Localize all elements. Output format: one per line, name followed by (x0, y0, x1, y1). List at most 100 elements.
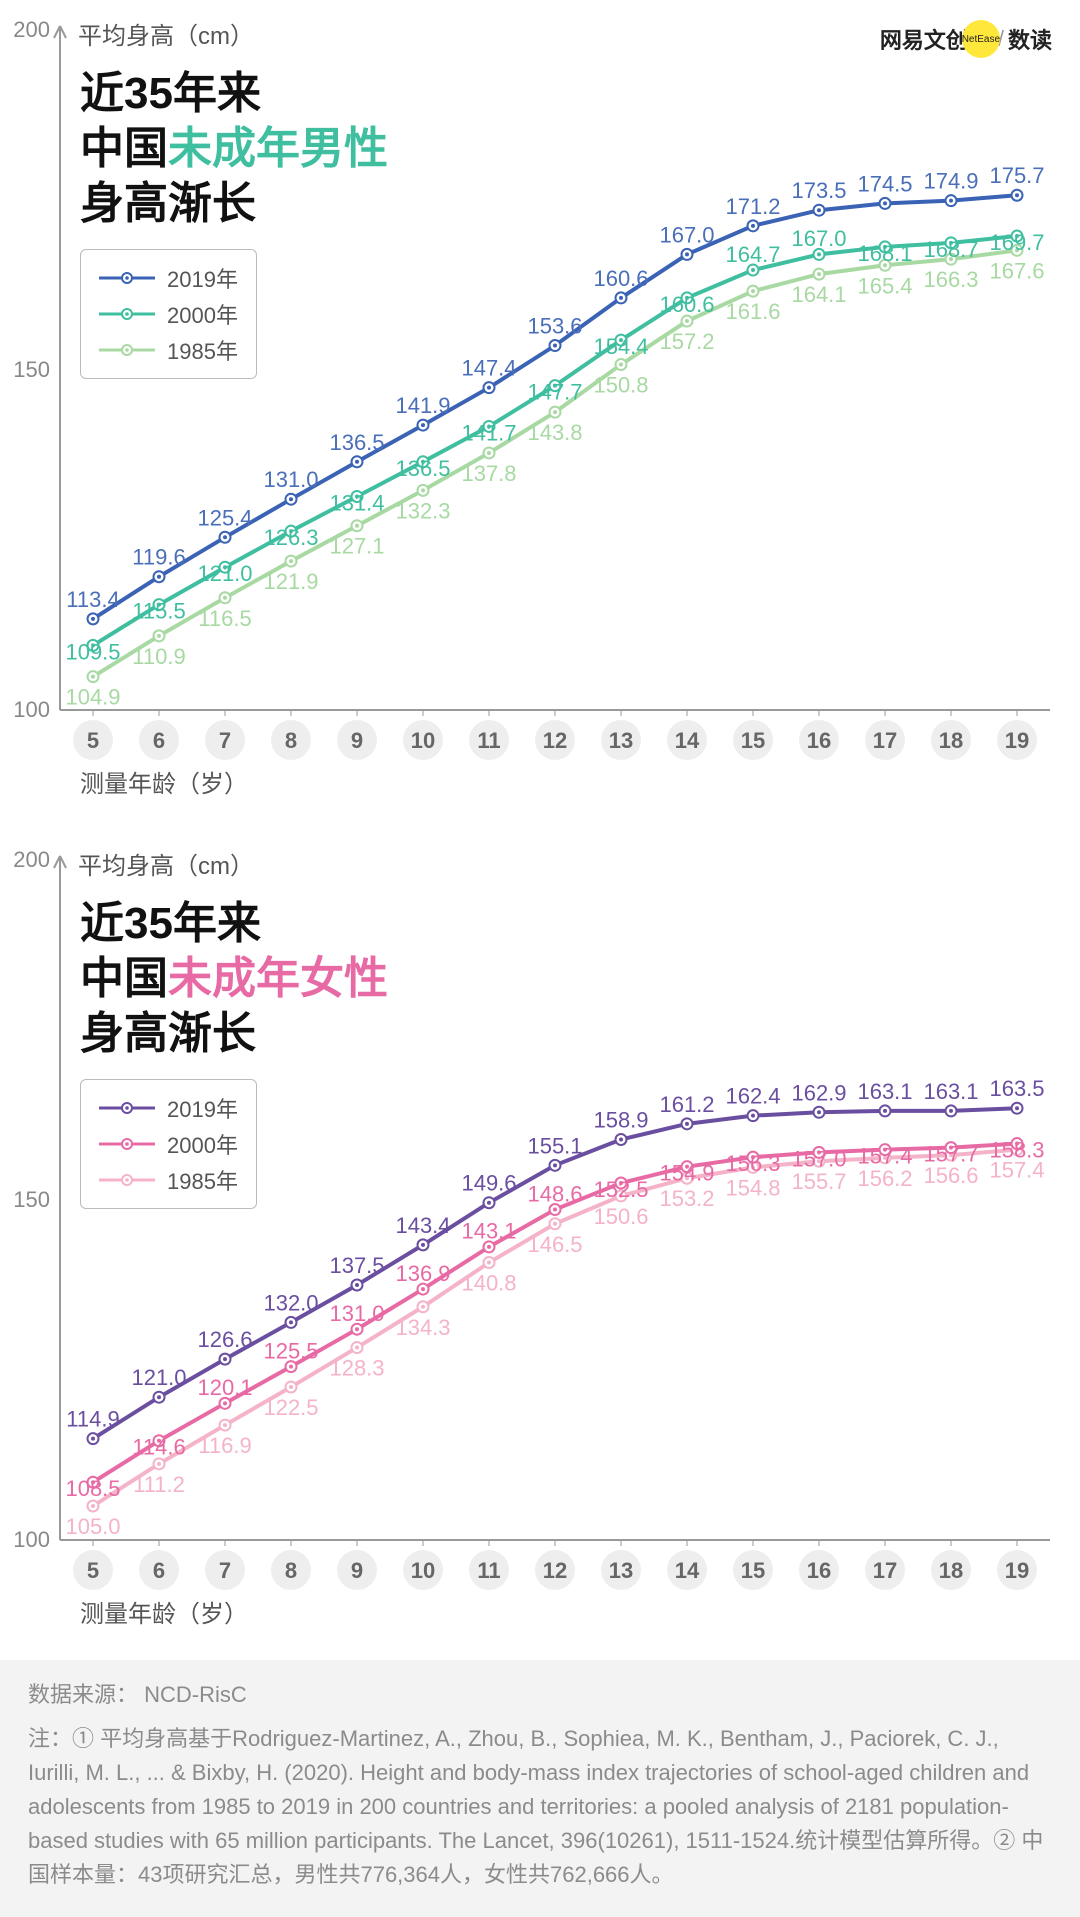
value-label: 136.5 (329, 430, 384, 455)
value-label: 121.0 (197, 561, 252, 586)
value-label: 168.7 (923, 237, 978, 262)
legend-swatch (99, 1137, 155, 1151)
title-line3: 身高渐长 (80, 1006, 388, 1061)
value-label: 132.0 (263, 1290, 318, 1315)
value-label: 131.4 (329, 490, 384, 515)
value-label: 141.9 (395, 393, 450, 418)
value-label: 137.5 (329, 1253, 384, 1278)
legend-item: 1985年 (99, 334, 238, 366)
value-label: 143.1 (461, 1219, 516, 1244)
value-label: 146.5 (527, 1232, 582, 1257)
value-label: 153.2 (659, 1186, 714, 1211)
legend-label: 2019年 (167, 1092, 238, 1124)
footnote-text: 注：① 平均身高基于Rodriguez-Martinez, A., Zhou, … (28, 1722, 1052, 1892)
y-axis-label: 平均身高（cm） (78, 23, 254, 50)
chart-title: 近35年来中国未成年男性身高渐长 (80, 66, 388, 231)
value-label: 164.1 (791, 282, 846, 307)
value-label: 166.3 (923, 267, 978, 292)
value-label: 111.2 (133, 1472, 185, 1497)
value-label: 154.9 (659, 1161, 714, 1186)
value-label: 131.0 (263, 467, 318, 492)
x-tick-label: 19 (1005, 728, 1029, 753)
x-tick-label: 17 (873, 1558, 897, 1583)
value-label: 143.4 (395, 1213, 450, 1238)
value-label: 136.9 (395, 1261, 450, 1286)
legend-label: 2000年 (167, 1128, 238, 1160)
value-label: 137.8 (461, 461, 516, 486)
value-label: 104.9 (65, 685, 120, 710)
value-label: 122.5 (263, 1395, 318, 1420)
legend-item: 2000年 (99, 298, 238, 330)
value-label: 141.7 (461, 420, 516, 445)
value-label: 175.7 (989, 163, 1044, 188)
x-axis-label: 测量年龄（岁） (80, 771, 248, 798)
value-label: 127.1 (329, 534, 384, 559)
value-label: 157.4 (989, 1158, 1044, 1183)
x-tick-label: 10 (411, 1558, 435, 1583)
x-tick-label: 17 (873, 728, 897, 753)
legend-label: 1985年 (167, 334, 238, 366)
value-label: 168.1 (857, 241, 912, 266)
value-label: 153.6 (527, 314, 582, 339)
x-tick-label: 18 (939, 1558, 963, 1583)
title-line1: 近35年来 (80, 896, 388, 951)
legend-swatch (99, 307, 155, 321)
value-label: 163.1 (923, 1079, 978, 1104)
value-label: 147.4 (461, 356, 516, 381)
value-label: 155.1 (527, 1133, 582, 1158)
x-tick-label: 7 (219, 1558, 231, 1583)
value-label: 173.5 (791, 178, 846, 203)
value-label: 136.5 (395, 456, 450, 481)
source-value: NCD-RisC (144, 1682, 247, 1707)
y-tick-label: 100 (13, 1527, 50, 1552)
value-label: 152.5 (593, 1177, 648, 1202)
value-label: 121.0 (131, 1365, 186, 1390)
value-label: 167.0 (791, 226, 846, 251)
legend-label: 1985年 (167, 1164, 238, 1196)
brand-logo: 网易文创 NetEase / 数读 (880, 20, 1052, 58)
legend-swatch (99, 1173, 155, 1187)
value-label: 154.4 (593, 334, 648, 359)
value-label: 157.0 (791, 1146, 846, 1171)
x-tick-label: 10 (411, 728, 435, 753)
value-label: 155.7 (791, 1169, 846, 1194)
value-label: 167.0 (659, 222, 714, 247)
value-label: 162.4 (725, 1084, 780, 1109)
value-label: 108.5 (65, 1476, 120, 1501)
value-label: 157.2 (659, 329, 714, 354)
value-label: 160.6 (593, 266, 648, 291)
value-label: 119.6 (132, 545, 185, 570)
value-label: 150.6 (593, 1204, 648, 1229)
value-label: 114.6 (132, 1435, 185, 1460)
value-label: 165.4 (857, 273, 912, 298)
brand-dot: NetEase (962, 20, 1000, 58)
x-tick-label: 11 (477, 728, 500, 753)
female-chart: 100150200平均身高（cm）56789101112131415161718… (0, 830, 1080, 1660)
x-axis-label: 测量年龄（岁） (80, 1601, 248, 1628)
male-chart: 100150200平均身高（cm）56789101112131415161718… (0, 0, 1080, 830)
value-label: 126.6 (197, 1327, 252, 1352)
x-tick-label: 7 (219, 728, 231, 753)
value-label: 126.3 (263, 525, 318, 550)
value-label: 158.9 (593, 1107, 648, 1132)
x-tick-label: 19 (1005, 1558, 1029, 1583)
value-label: 167.6 (989, 258, 1044, 283)
value-label: 131.0 (329, 1301, 384, 1326)
value-label: 110.9 (132, 644, 185, 669)
brand-name: 数读 (1008, 23, 1052, 55)
x-tick-label: 16 (807, 728, 831, 753)
value-label: 156.2 (857, 1166, 912, 1191)
value-label: 154.8 (725, 1175, 780, 1200)
value-label: 113.4 (66, 587, 119, 612)
value-label: 174.9 (923, 169, 978, 194)
x-tick-label: 5 (87, 728, 99, 753)
x-tick-label: 6 (153, 1558, 165, 1583)
y-tick-label: 100 (13, 697, 50, 722)
x-tick-label: 8 (285, 1558, 297, 1583)
x-tick-label: 12 (543, 728, 567, 753)
x-tick-label: 6 (153, 728, 165, 753)
value-label: 150.8 (593, 373, 648, 398)
value-label: 125.5 (263, 1338, 318, 1363)
value-label: 161.2 (659, 1092, 714, 1117)
value-label: 134.3 (395, 1315, 450, 1340)
